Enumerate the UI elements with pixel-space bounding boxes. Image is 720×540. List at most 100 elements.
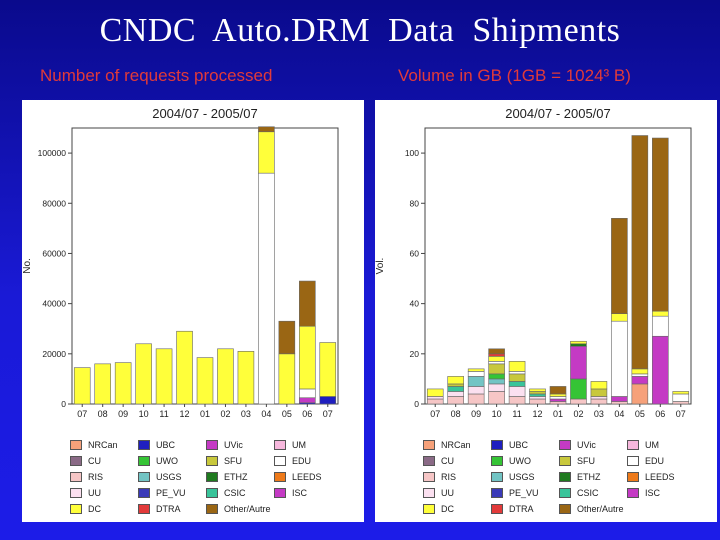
requests-x-tick-label: 12 <box>180 409 190 419</box>
volume-legend-item: RIS <box>423 472 456 482</box>
volume-bar-uu <box>508 386 526 397</box>
volume-bar-edu <box>672 393 690 402</box>
volume-bar-uu <box>467 386 485 395</box>
volume-bar-csic <box>529 393 546 397</box>
volume-legend-swatch <box>491 504 503 514</box>
requests-bar-other-autre <box>299 280 316 327</box>
volume-legend-label: ETHZ <box>577 472 601 482</box>
requests-legend-swatch <box>206 504 218 514</box>
requests-legend-item: USGS <box>138 472 182 482</box>
volume-bar-sfu <box>447 383 464 387</box>
volume-bar-other-autre <box>549 386 567 395</box>
requests-chart-panel: 2004/07 - 2005/07 No. 0 20000 40000 60000 8000… <box>22 100 364 522</box>
requests-legend-item: ISC <box>274 488 307 498</box>
requests-x-tick-label: 08 <box>98 409 108 419</box>
requests-legend-swatch <box>70 488 82 498</box>
volume-chart-panel: 2004/07 - 2005/07 Vol. 0 20 40 60 80 100 07 08 09 1… <box>375 100 717 522</box>
volume-bar-dc <box>672 391 690 395</box>
requests-chart: 2004/07 - 2005/07 No. 0 20000 40000 60000 8000… <box>22 106 339 419</box>
volume-bar-edu <box>488 361 505 365</box>
volume-legend-item: EDU <box>627 456 664 466</box>
requests-x-tick-label: 09 <box>118 409 128 419</box>
volume-legend-item: ISC <box>627 488 660 498</box>
volume-legend-swatch <box>627 488 639 498</box>
volume-bar-uu <box>447 391 464 397</box>
requests-legend-swatch <box>138 440 150 450</box>
volume-legend-item: NRCan <box>423 440 471 450</box>
volume-legend-item: DC <box>423 504 454 514</box>
volume-bar-ris <box>672 401 690 405</box>
volume-legend-item: DTRA <box>491 504 534 514</box>
volume-legend-label: NRCan <box>441 440 471 450</box>
requests-x-tick-label: 07 <box>77 409 87 419</box>
requests-legend-item: RIS <box>70 472 103 482</box>
requests-legend-label: DC <box>88 504 101 514</box>
requests-legend-label: UU <box>88 488 101 498</box>
volume-bar-usgs <box>467 376 485 387</box>
requests-bar-dc <box>319 342 337 397</box>
volume-y-tick-label: 20 <box>410 349 420 359</box>
volume-bar-uwo <box>488 373 505 380</box>
requests-legend-item: PE_VU <box>138 488 186 498</box>
volume-bar-ris <box>488 391 505 405</box>
volume-bar-dc <box>611 313 628 322</box>
volume-y-tick-label: 0 <box>414 399 419 409</box>
volume-bar-dc <box>631 368 649 375</box>
volume-y-tick-label: 80 <box>410 198 420 208</box>
volume-bar-uvic <box>631 376 649 385</box>
volume-legend-swatch <box>559 488 571 498</box>
requests-bar-dc <box>135 343 152 405</box>
volume-legend-swatch <box>627 472 639 482</box>
volume-bar-ris <box>549 401 567 405</box>
volume-bar-ris <box>570 398 587 405</box>
volume-x-tick-label: 07 <box>430 409 440 419</box>
requests-legend-swatch <box>274 440 286 450</box>
requests-x-tick-label: 05 <box>282 409 292 419</box>
requests-legend-label: PE_VU <box>156 488 186 498</box>
volume-legend-label: UM <box>645 440 659 450</box>
left-chart-subtitle: Number of requests processed <box>40 66 273 85</box>
volume-bar-ris <box>467 393 485 405</box>
volume-legend-swatch <box>559 456 571 466</box>
requests-bar-dc <box>237 351 255 405</box>
requests-legend-label: RIS <box>88 472 104 482</box>
volume-legend-label: CSIC <box>577 488 599 498</box>
requests-x-tick-label: 06 <box>302 409 312 419</box>
volume-bar-sfu <box>488 363 505 375</box>
requests-legend-swatch <box>206 440 218 450</box>
volume-legend-label: SFU <box>577 456 595 466</box>
volume-legend-swatch <box>559 440 571 450</box>
volume-legend-item: ETHZ <box>559 472 601 482</box>
requests-y-tick-label: 0 <box>61 399 66 409</box>
volume-legend-item: SFU <box>559 456 595 466</box>
volume-legend-label: DC <box>441 504 454 514</box>
requests-legend-swatch <box>70 472 82 482</box>
volume-bar-uu <box>590 396 608 400</box>
requests-legend-item: DTRA <box>138 504 181 514</box>
volume-x-tick-label: 02 <box>573 409 583 419</box>
volume-bar-uvic <box>652 335 669 405</box>
volume-bar-sfu <box>590 388 608 397</box>
volume-legend-item: Other/Autre <box>559 504 624 514</box>
requests-bar-dc <box>155 348 173 405</box>
volume-legend-label: LEEDS <box>645 472 675 482</box>
volume-bar-dc <box>488 356 505 362</box>
requests-bar-other-autre <box>278 320 296 355</box>
requests-legend-label: NRCan <box>88 440 118 450</box>
volume-bar-ris <box>508 396 526 405</box>
volume-legend-label: UVic <box>577 440 596 450</box>
volume-bar-edu <box>508 371 526 375</box>
volume-bar-dc <box>508 361 526 372</box>
volume-legend-item: CU <box>423 456 454 466</box>
volume-legend-swatch <box>491 456 503 466</box>
volume-y-tick-label: 100 <box>405 148 419 158</box>
requests-legend-item: NRCan <box>70 440 118 450</box>
requests-bar-uvic <box>299 397 316 404</box>
requests-x-tick-label: 03 <box>241 409 251 419</box>
requests-bar-dc <box>176 330 193 405</box>
requests-legend-label: ISC <box>292 488 308 498</box>
requests-legend-swatch <box>274 488 286 498</box>
requests-legend-label: LEEDS <box>292 472 322 482</box>
volume-bar-edu <box>549 396 567 400</box>
requests-legend-swatch <box>206 488 218 498</box>
